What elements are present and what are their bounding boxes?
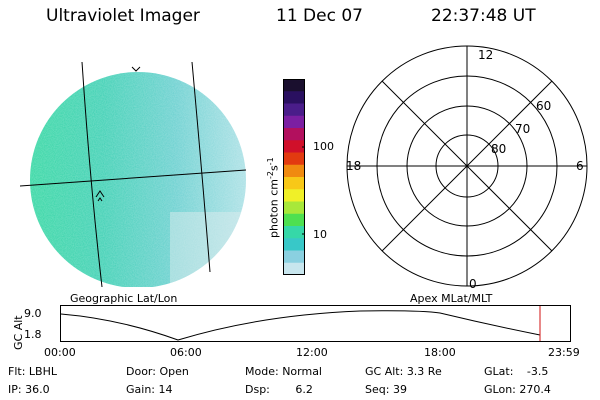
time-tick-1800: 18:00 xyxy=(424,346,456,359)
colorbar-swatch xyxy=(283,262,305,275)
colorbar-swatch xyxy=(283,152,305,166)
time-tick-0000: 00:00 xyxy=(44,346,76,359)
colorbar-swatch xyxy=(283,164,305,178)
instrument-title: Ultraviolet Imager xyxy=(46,6,200,26)
colorbar-tick-100: 100 xyxy=(313,140,334,153)
uv-image-geographic xyxy=(20,62,247,287)
altitude-tick-9: 9.0 xyxy=(24,307,42,320)
colorbar-swatch xyxy=(283,79,305,92)
colorbar-tick-10: 10 xyxy=(313,228,327,241)
info-gc-alt: GC Alt: 3.3 Re xyxy=(365,365,442,378)
time-tick-0600: 06:00 xyxy=(170,346,202,359)
geo-grid-lines xyxy=(20,62,247,287)
mlt-label-0: 0 xyxy=(469,277,477,291)
info-dsp: Dsp: 6.2 xyxy=(245,383,313,396)
colorbar-swatch xyxy=(283,201,305,215)
colorbar-swatch xyxy=(283,189,305,202)
colorbar-swatch xyxy=(283,250,305,264)
colorbar xyxy=(283,79,305,275)
colorbar-swatch xyxy=(283,238,305,251)
mlt-label-18: 18 xyxy=(346,159,361,173)
time-label: 22:37:48 UT xyxy=(431,6,536,26)
colorbar-swatch xyxy=(283,115,305,129)
colorbar-swatch xyxy=(283,213,305,227)
info-door: Door: Open xyxy=(126,365,189,378)
mlat-label-80: 80 xyxy=(491,142,506,156)
colorbar-swatch xyxy=(283,91,305,104)
altitude-plot xyxy=(60,305,571,342)
info-glat: GLat: -3.5 xyxy=(484,365,549,378)
geographic-label: Geographic Lat/Lon xyxy=(70,292,178,305)
time-tick-2359: 23:59 xyxy=(548,346,580,359)
apex-label: Apex MLat/MLT xyxy=(410,292,493,305)
info-mode: Mode: Normal xyxy=(245,365,322,378)
info-glon: GLon: 270.4 xyxy=(484,383,551,396)
mlat-label-70: 70 xyxy=(515,122,530,136)
info-ip: IP: 36.0 xyxy=(8,383,50,396)
mlt-label-6: 6 xyxy=(576,159,584,173)
info-seq: Seq: 39 xyxy=(365,383,407,396)
altitude-tick-1-8: 1.8 xyxy=(24,328,42,341)
colorbar-swatch xyxy=(283,177,305,190)
mlat-label-60: 60 xyxy=(536,99,551,113)
polar-mlt-plot: 12 18 6 0 60 70 80 xyxy=(346,45,588,291)
mlt-label-12: 12 xyxy=(478,48,493,62)
date-label: 11 Dec 07 xyxy=(276,6,363,26)
info-flt: Flt: LBHL xyxy=(8,365,57,378)
colorbar-label: photon cm-2s-1 xyxy=(266,157,281,238)
time-tick-1200: 12:00 xyxy=(296,346,328,359)
colorbar-swatch xyxy=(283,128,305,141)
colorbar-swatch xyxy=(283,226,305,239)
info-gain: Gain: 14 xyxy=(126,383,173,396)
colorbar-swatch xyxy=(283,140,305,153)
colorbar-swatch xyxy=(283,103,305,117)
